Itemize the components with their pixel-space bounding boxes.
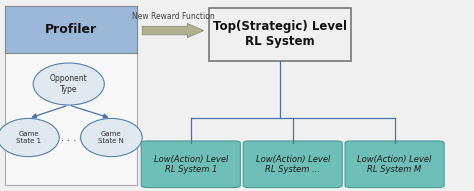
FancyBboxPatch shape xyxy=(5,6,137,53)
FancyBboxPatch shape xyxy=(141,141,240,188)
Polygon shape xyxy=(142,23,204,38)
Text: New Reward Function: New Reward Function xyxy=(132,11,214,20)
FancyBboxPatch shape xyxy=(345,141,444,188)
Ellipse shape xyxy=(33,63,104,105)
Ellipse shape xyxy=(81,118,142,157)
Text: Game
State 1: Game State 1 xyxy=(16,131,41,144)
Text: Low(Action) Level
RL System M: Low(Action) Level RL System M xyxy=(357,155,432,174)
FancyBboxPatch shape xyxy=(209,8,351,61)
Text: Top(Strategic) Level
RL System: Top(Strategic) Level RL System xyxy=(213,20,346,48)
Text: Game
State N: Game State N xyxy=(99,131,124,144)
Ellipse shape xyxy=(0,118,59,157)
FancyBboxPatch shape xyxy=(243,141,342,188)
Text: Low(Action) Level
RL System 1: Low(Action) Level RL System 1 xyxy=(154,155,228,174)
Text: Profiler: Profiler xyxy=(45,23,97,36)
Text: . . .: . . . xyxy=(61,133,76,142)
FancyBboxPatch shape xyxy=(5,6,137,185)
Text: Low(Action) Level
RL System ...: Low(Action) Level RL System ... xyxy=(255,155,330,174)
Text: Opponent
Type: Opponent Type xyxy=(50,74,88,94)
